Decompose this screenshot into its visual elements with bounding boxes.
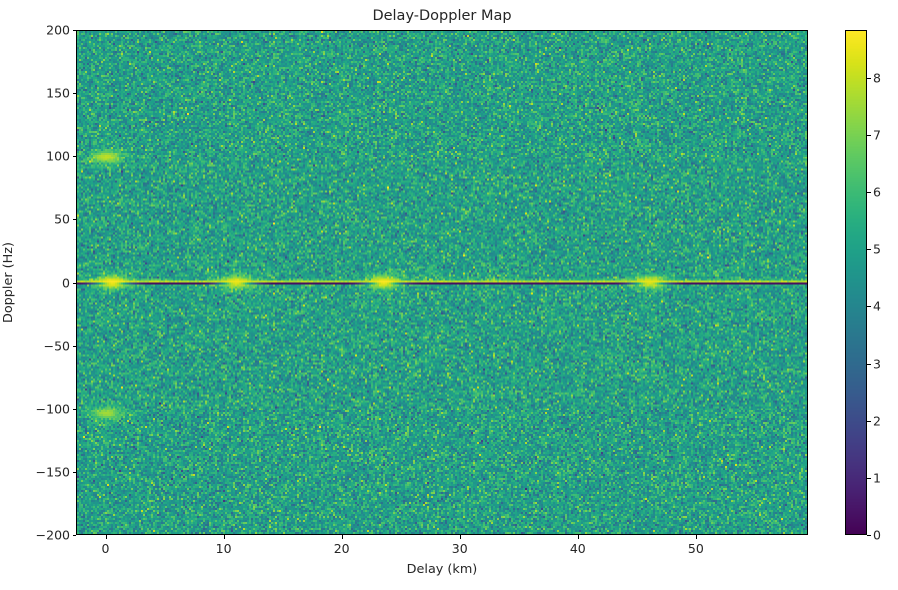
x-tick-label: 10 bbox=[215, 541, 232, 556]
y-axis-label: Doppler (Hz) bbox=[1, 242, 16, 324]
y-tick-label: 200 bbox=[46, 22, 70, 38]
y-tick-label: 50 bbox=[54, 211, 70, 227]
x-tick-label: 40 bbox=[569, 541, 586, 556]
colorbar-tick-label: 1 bbox=[873, 470, 881, 486]
x-tick-mark bbox=[695, 535, 697, 539]
y-tick-label: 150 bbox=[46, 85, 70, 101]
heatmap-plot-area bbox=[76, 30, 808, 535]
colorbar-gradient bbox=[846, 31, 866, 534]
y-tick-mark bbox=[72, 535, 76, 536]
y-tick-label: −200 bbox=[35, 527, 70, 543]
y-tick-mark bbox=[72, 30, 76, 31]
colorbar-tick-mark bbox=[867, 306, 871, 308]
colorbar-tick-label: 8 bbox=[873, 70, 881, 86]
colorbar-tick-label: 7 bbox=[873, 127, 881, 143]
y-tick-label: −150 bbox=[35, 464, 70, 480]
colorbar-tick-label: 4 bbox=[873, 298, 881, 314]
colorbar-tick-mark bbox=[867, 135, 871, 137]
x-tick-mark bbox=[577, 535, 579, 539]
heatmap-image bbox=[77, 31, 807, 534]
colorbar bbox=[845, 30, 867, 535]
x-tick-mark bbox=[105, 535, 107, 539]
x-tick-mark bbox=[341, 535, 343, 539]
x-tick-label: 20 bbox=[333, 541, 350, 556]
x-tick-mark bbox=[223, 535, 225, 539]
x-axis-label: Delay (km) bbox=[406, 562, 478, 577]
y-tick-mark bbox=[72, 219, 76, 221]
colorbar-tick-mark bbox=[867, 420, 871, 422]
colorbar-tick-mark bbox=[867, 77, 871, 79]
y-tick-mark bbox=[72, 93, 76, 95]
colorbar-tick-label: 2 bbox=[873, 413, 881, 429]
x-tick-label: 30 bbox=[451, 541, 468, 556]
y-tick-mark bbox=[72, 282, 76, 284]
x-tick-label: 50 bbox=[687, 541, 704, 556]
colorbar-tick-mark bbox=[867, 363, 871, 365]
y-tick-label: −50 bbox=[43, 338, 70, 354]
y-tick-label: 0 bbox=[62, 275, 70, 290]
x-tick-label: 0 bbox=[101, 541, 110, 556]
colorbar-tick-mark bbox=[867, 192, 871, 194]
y-tick-mark bbox=[72, 471, 76, 473]
page-title: Delay-Doppler Map bbox=[372, 8, 512, 24]
y-tick-mark bbox=[72, 408, 76, 410]
y-tick-label: 100 bbox=[46, 148, 70, 164]
x-tick-mark bbox=[459, 535, 461, 539]
colorbar-tick-label: 5 bbox=[873, 241, 881, 257]
y-tick-label: −100 bbox=[35, 401, 70, 417]
colorbar-tick-mark bbox=[867, 249, 871, 251]
y-tick-mark bbox=[72, 156, 76, 158]
colorbar-tick-label: 3 bbox=[873, 356, 881, 372]
colorbar-tick-mark bbox=[867, 535, 871, 536]
colorbar-tick-label: 6 bbox=[873, 184, 881, 200]
y-tick-mark bbox=[72, 345, 76, 347]
colorbar-tick-label: 0 bbox=[873, 527, 881, 543]
colorbar-tick-mark bbox=[867, 477, 871, 479]
